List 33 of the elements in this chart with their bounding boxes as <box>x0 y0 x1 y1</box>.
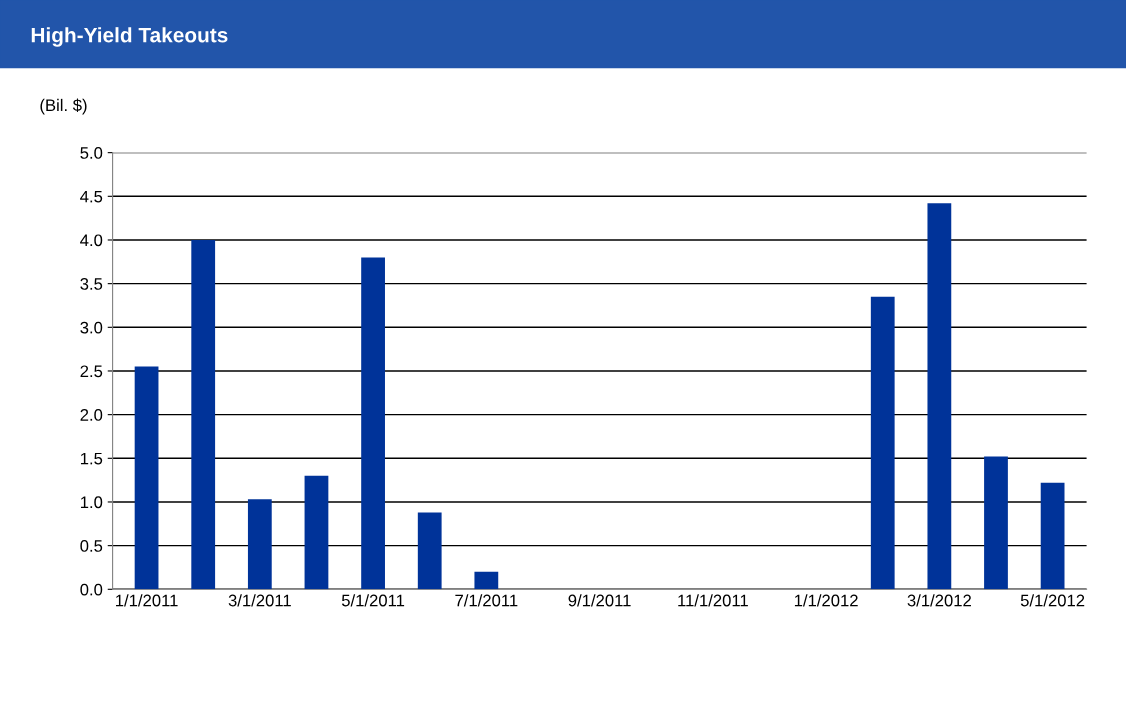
x-tick-label: 1/1/2011 <box>116 594 178 607</box>
bar <box>247 499 272 590</box>
y-tick-label: 1.5 <box>80 452 103 465</box>
x-tick-label: 1/1/2012 <box>794 594 858 607</box>
x-tick-label: 3/1/2011 <box>228 594 291 607</box>
x-tick-label: 3/1/2012 <box>907 594 971 607</box>
y-tick-label: 0.5 <box>80 540 103 552</box>
y-tick-label: 4.0 <box>80 234 103 247</box>
y-tick-label: 1.0 <box>80 496 103 509</box>
bar <box>927 203 952 590</box>
bar <box>417 512 442 590</box>
bar <box>474 571 499 590</box>
x-tick-label: 9/1/2011 <box>568 594 631 607</box>
x-tick-label: 7/1/2011 <box>455 594 518 607</box>
x-tick-label: 11/1/2011 <box>678 594 748 607</box>
bar <box>984 456 1008 590</box>
y-tick-label: 0.0 <box>80 583 103 596</box>
bar <box>361 257 385 590</box>
y-tick-label: 2.0 <box>80 409 103 421</box>
y-axis-title: (Bil. $) <box>40 98 87 115</box>
y-tick-label: 4.5 <box>80 190 103 203</box>
y-tick-label: 5.0 <box>80 147 103 159</box>
y-tick-label: 3.5 <box>80 278 103 290</box>
bar <box>191 239 216 590</box>
x-tick-label: 5/1/2012 <box>1020 594 1085 607</box>
y-tick-label: 3.0 <box>80 321 103 334</box>
bar <box>870 296 895 590</box>
x-tick-label: 5/1/2011 <box>341 594 405 607</box>
y-tick-label: 2.5 <box>80 365 103 378</box>
bar <box>304 475 329 590</box>
bar <box>134 366 159 590</box>
chart-title: High-Yield Takeouts <box>31 27 228 47</box>
bar <box>1040 482 1065 590</box>
